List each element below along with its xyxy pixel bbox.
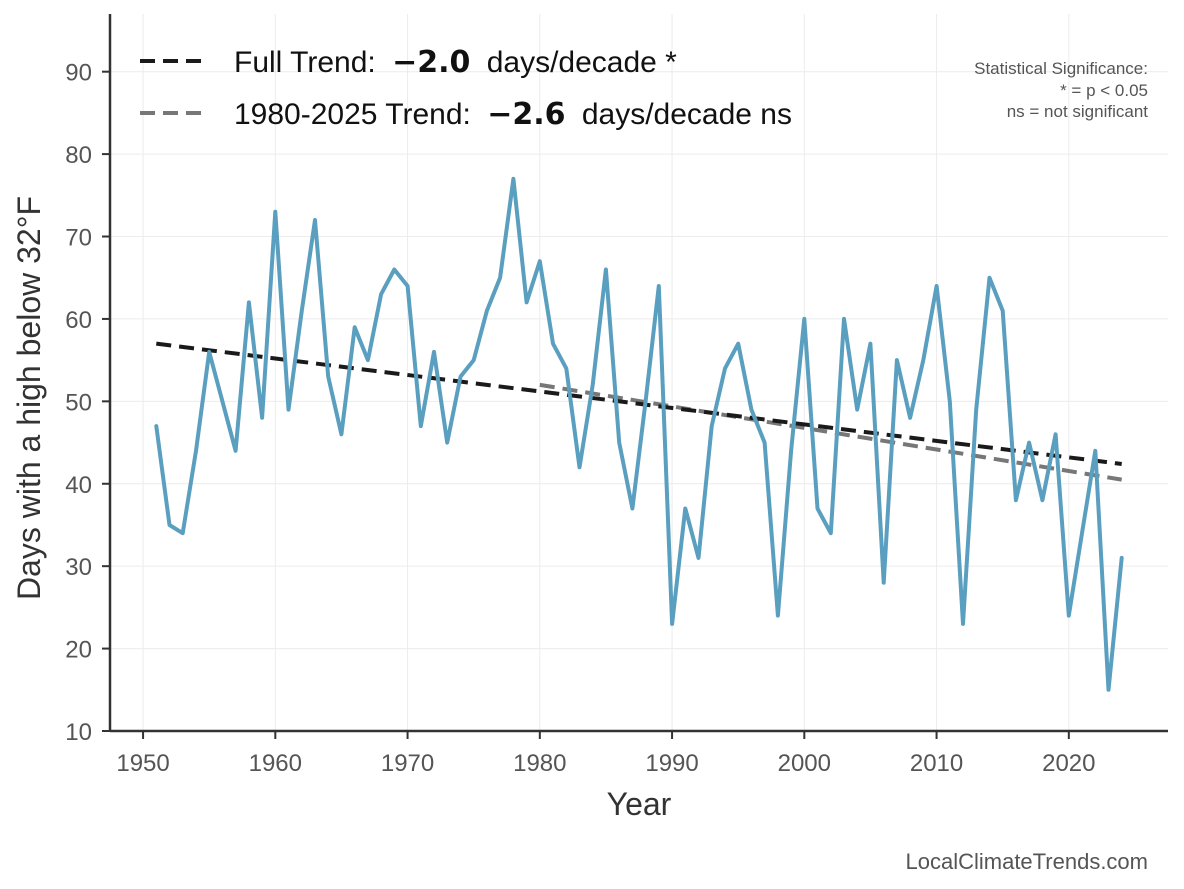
x-axis-title: Year	[607, 786, 672, 822]
x-tick-label: 2000	[778, 750, 831, 777]
x-tick-label: 1950	[116, 750, 169, 777]
full-trend-line	[156, 341, 1122, 466]
y-tick-label: 50	[65, 389, 92, 416]
y-tick-label: 20	[65, 637, 92, 664]
x-axis-ticks: 1950 1960 1970 1980 1990 2000 2010 2020	[116, 731, 1096, 777]
significance-note: Statistical Significance: * = p < 0.05 n…	[974, 59, 1148, 121]
y-axis-title: Days with a high below 32°F	[11, 196, 47, 600]
y-tick-label: 60	[65, 307, 92, 334]
significance-note-star: * = p < 0.05	[1060, 81, 1148, 100]
y-tick-label: 30	[65, 554, 92, 581]
x-tick-label: 1980	[513, 750, 566, 777]
axes	[108, 14, 1168, 733]
legend-recent-trend-label: 1980-2025 Trend:	[234, 98, 471, 131]
y-tick-label: 70	[65, 225, 92, 252]
legend: Full Trend: −2.0 days/decade * 1980-2025…	[140, 45, 792, 132]
y-tick-label: 80	[65, 142, 92, 169]
legend-recent-trend-value: −2.6	[487, 97, 565, 132]
legend-full-trend-label: Full Trend:	[234, 46, 376, 79]
legend-entry-recent-trend: 1980-2025 Trend: −2.6 days/decade ns	[234, 97, 792, 132]
x-tick-label: 1990	[645, 750, 698, 777]
source-credit: LocalClimateTrends.com	[906, 849, 1149, 874]
data-series	[154, 176, 1124, 692]
y-tick-label: 10	[65, 719, 92, 746]
y-tick-label: 40	[65, 472, 92, 499]
legend-recent-trend-suffix: days/decade ns	[582, 98, 792, 131]
x-tick-label: 1960	[249, 750, 302, 777]
x-tick-label: 2010	[910, 750, 963, 777]
x-tick-label: 1970	[381, 750, 434, 777]
y-axis-ticks: 10 20 30 40 50 60 70 80 90	[65, 60, 110, 746]
significance-note-ns: ns = not significant	[1007, 102, 1149, 121]
significance-note-title: Statistical Significance:	[974, 59, 1148, 78]
legend-full-trend-suffix: days/decade *	[487, 46, 677, 79]
y-tick-label: 90	[65, 60, 92, 87]
legend-full-trend-value: −2.0	[392, 45, 470, 80]
x-tick-label: 2020	[1042, 750, 1095, 777]
series-line	[154, 176, 1124, 692]
legend-entry-full-trend: Full Trend: −2.0 days/decade *	[234, 45, 677, 80]
